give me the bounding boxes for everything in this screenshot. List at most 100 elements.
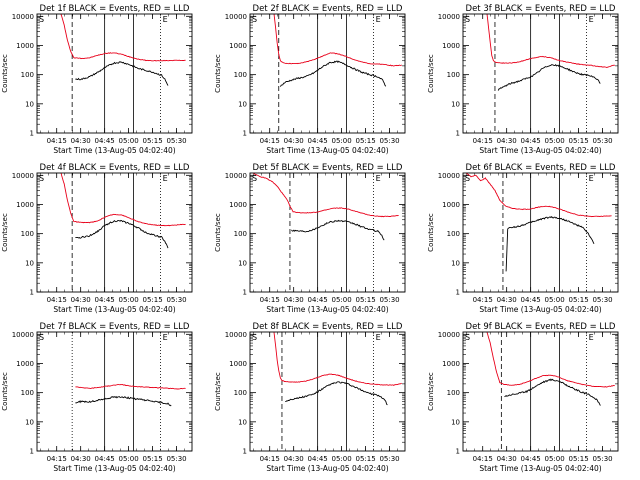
- y-tick-label: 100: [234, 389, 247, 397]
- x-tick-label: 04:15: [260, 455, 280, 463]
- x-tick-label: 04:45: [95, 296, 115, 304]
- y-tick-label: 100: [447, 230, 460, 238]
- x-tick-label: 05:15: [355, 296, 375, 304]
- events-series-line: [75, 395, 172, 407]
- y-axis-label: Counts/sec: [427, 213, 435, 252]
- y-tick-label: 1: [456, 130, 460, 138]
- chart-panel-4: Det 4f BLACK = Events, RED = LLD Counts/s…: [1, 163, 193, 314]
- end-corner-mark: E: [376, 333, 381, 342]
- chart-title: Det 6f BLACK = Events, RED = LLD: [466, 163, 616, 173]
- x-tick-label: 05:30: [379, 296, 399, 304]
- start-corner-mark: S: [252, 15, 257, 24]
- chart-panel-3: Det 3f BLACK = Events, RED = LLD Counts/s…: [427, 4, 619, 155]
- y-tick-label: 1000: [442, 42, 460, 50]
- lld-series-line: [486, 14, 616, 68]
- y-tick-label: 10000: [225, 13, 247, 21]
- start-corner-mark: S: [39, 174, 44, 183]
- chart-panel-6: Det 6f BLACK = Events, RED = LLD Counts/s…: [427, 163, 619, 314]
- x-tick-label: 04:30: [497, 137, 517, 145]
- events-series-line: [504, 378, 601, 406]
- x-tick-label: 04:15: [47, 137, 67, 145]
- plot-frame: [249, 172, 406, 293]
- x-tick-label: 04:15: [473, 296, 493, 304]
- y-tick-label: 100: [21, 71, 34, 79]
- x-axis-label: Start Time (13-Aug-05 04:02:40): [479, 305, 601, 314]
- y-tick-label: 1000: [442, 360, 460, 368]
- x-axis-label: Start Time (13-Aug-05 04:02:40): [266, 305, 388, 314]
- y-tick-label: 100: [447, 389, 460, 397]
- y-tick-label: 1: [30, 289, 34, 297]
- y-tick-label: 10000: [438, 172, 460, 180]
- x-tick-label: 05:30: [166, 137, 186, 145]
- y-axis-label: Counts/sec: [214, 213, 222, 252]
- chart-panel-8: Det 8f BLACK = Events, RED = LLD Counts/s…: [214, 322, 406, 473]
- y-tick-label: 100: [234, 230, 247, 238]
- y-tick-label: 10: [238, 418, 247, 426]
- x-tick-label: 04:45: [95, 137, 115, 145]
- x-tick-label: 04:15: [47, 455, 67, 463]
- x-tick-label: 04:30: [497, 455, 517, 463]
- y-tick-label: 10000: [12, 13, 34, 21]
- x-tick-label: 05:15: [355, 137, 375, 145]
- x-tick-label: 04:15: [260, 137, 280, 145]
- start-corner-mark: S: [252, 174, 257, 183]
- x-tick-label: 04:15: [473, 455, 493, 463]
- y-axis-label: Counts/sec: [1, 54, 9, 93]
- x-tick-label: 04:45: [521, 137, 541, 145]
- y-tick-label: 10: [25, 259, 34, 267]
- x-tick-label: 04:45: [95, 455, 115, 463]
- end-corner-mark: E: [589, 333, 594, 342]
- x-tick-label: 05:00: [119, 137, 139, 145]
- y-tick-label: 10000: [438, 331, 460, 339]
- panels: Det 1f BLACK = Events, RED = LLD Counts/s…: [1, 4, 619, 473]
- x-tick-label: 05:00: [545, 137, 565, 145]
- chart-title: Det 5f BLACK = Events, RED = LLD: [253, 163, 403, 173]
- y-tick-label: 1000: [442, 201, 460, 209]
- x-tick-label: 05:30: [592, 455, 612, 463]
- y-tick-label: 100: [234, 71, 247, 79]
- x-tick-label: 04:15: [473, 137, 493, 145]
- y-tick-label: 1: [456, 289, 460, 297]
- y-tick-label: 1000: [229, 42, 247, 50]
- x-axis-label: Start Time (13-Aug-05 04:02:40): [266, 464, 388, 473]
- chart-title: Det 1f BLACK = Events, RED = LLD: [40, 4, 190, 14]
- x-tick-label: 05:00: [545, 296, 565, 304]
- start-corner-mark: S: [39, 15, 44, 24]
- y-tick-label: 10: [25, 100, 34, 108]
- lld-series-line: [273, 332, 402, 386]
- events-series-line: [505, 216, 595, 272]
- plot-frame: [36, 331, 193, 452]
- chart-panel-1: Det 1f BLACK = Events, RED = LLD Counts/s…: [1, 4, 193, 155]
- end-corner-mark: E: [589, 15, 594, 24]
- x-tick-label: 05:15: [142, 296, 162, 304]
- x-tick-label: 05:15: [568, 296, 588, 304]
- x-axis-label: Start Time (13-Aug-05 04:02:40): [53, 146, 175, 155]
- x-tick-label: 04:30: [284, 455, 304, 463]
- y-axis-label: Counts/sec: [1, 372, 9, 411]
- x-tick-label: 05:00: [332, 137, 352, 145]
- y-tick-label: 1: [243, 130, 247, 138]
- x-tick-label: 05:00: [545, 455, 565, 463]
- y-tick-label: 1: [456, 448, 460, 456]
- x-tick-label: 04:30: [71, 455, 91, 463]
- y-tick-label: 1: [30, 448, 34, 456]
- y-tick-label: 10: [451, 259, 460, 267]
- events-series-line: [75, 61, 169, 86]
- plot-frame: [36, 13, 193, 134]
- y-tick-label: 10000: [225, 331, 247, 339]
- plot-frame: [462, 172, 619, 293]
- x-tick-label: 05:30: [592, 296, 612, 304]
- plot-frame: [36, 172, 193, 293]
- x-tick-label: 05:00: [332, 455, 352, 463]
- y-tick-label: 100: [21, 230, 34, 238]
- plot-frame: [249, 331, 406, 452]
- events-series-line: [285, 381, 388, 406]
- x-tick-label: 04:45: [308, 455, 328, 463]
- x-tick-label: 04:45: [521, 455, 541, 463]
- x-axis-label: Start Time (13-Aug-05 04:02:40): [53, 305, 175, 314]
- y-tick-label: 1000: [229, 360, 247, 368]
- x-tick-label: 05:00: [119, 455, 139, 463]
- y-tick-label: 10: [238, 259, 247, 267]
- lld-series-line: [60, 14, 186, 62]
